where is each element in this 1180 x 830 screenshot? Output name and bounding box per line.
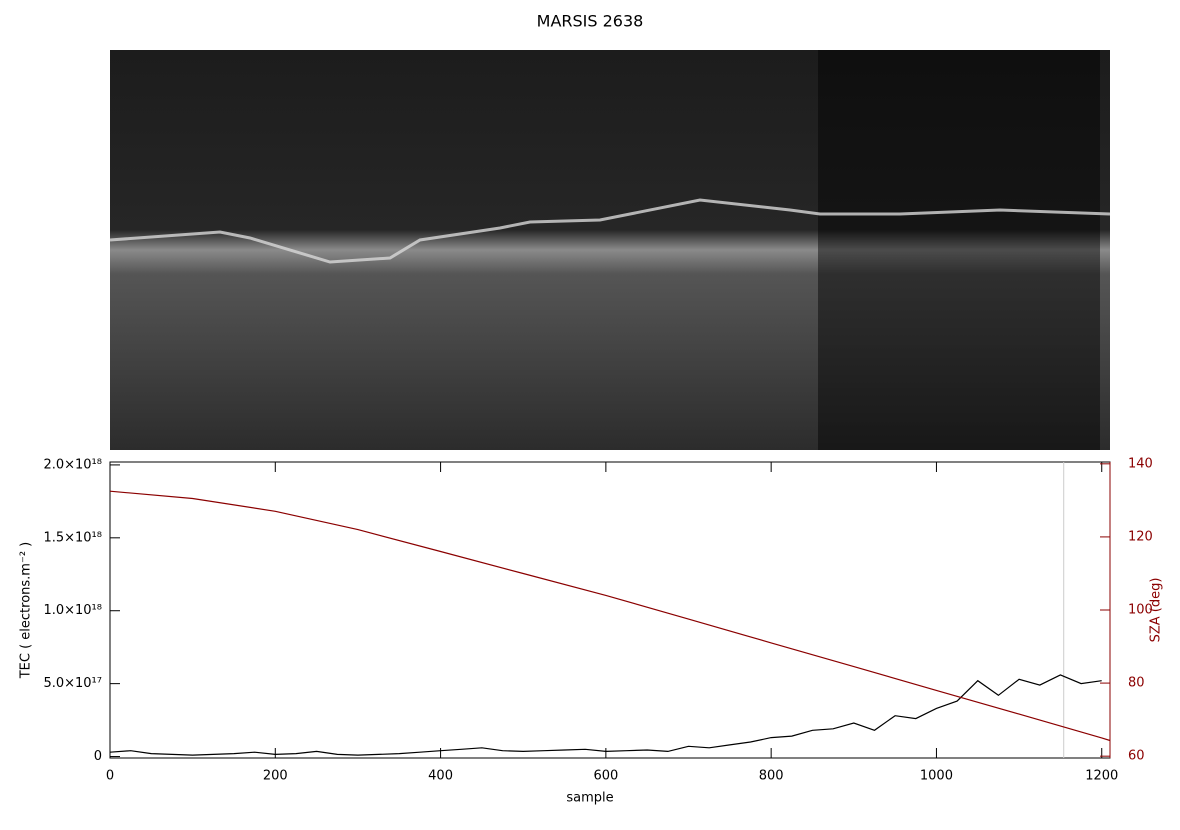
y-tick-label: 2.0×10¹⁸	[43, 457, 102, 472]
y-tick-label: 5.0×10¹⁷	[43, 676, 102, 691]
x-tick-label: 600	[593, 769, 618, 784]
y2-tick-label: 60	[1128, 749, 1145, 764]
x-tick-label: 1000	[920, 769, 953, 784]
y2-tick-label: 80	[1128, 676, 1145, 691]
y2-tick-label: 140	[1128, 456, 1153, 471]
radargram	[109, 50, 1111, 450]
radargram-image	[110, 50, 1110, 450]
x-axis-label: sample	[566, 791, 613, 806]
tec-line	[109, 674, 1102, 756]
x-tick-label: 200	[263, 769, 288, 784]
x-tick-label: 0	[106, 769, 114, 784]
y-tick-label: 1.0×10¹⁸	[43, 603, 102, 618]
y-tick-label: 1.5×10¹⁸	[43, 530, 102, 545]
x-tick-label: 400	[428, 769, 453, 784]
sza-line	[109, 490, 1111, 742]
y-axis-label: TEC ( electrons.m⁻² )	[19, 542, 34, 680]
surface-echo	[109, 198, 1111, 264]
y-tick-label: 0	[94, 749, 102, 764]
chart-title: MARSIS 2638	[537, 12, 644, 31]
radargram-dark-band	[818, 50, 1100, 450]
y2-axis-label: SZA (deg)	[1149, 578, 1164, 643]
plot-frame	[109, 461, 1111, 759]
x-tick-label: 1200	[1085, 769, 1118, 784]
x-tick-label: 800	[759, 769, 784, 784]
y2-tick-label: 100	[1128, 603, 1153, 618]
y2-tick-label: 120	[1128, 529, 1153, 544]
